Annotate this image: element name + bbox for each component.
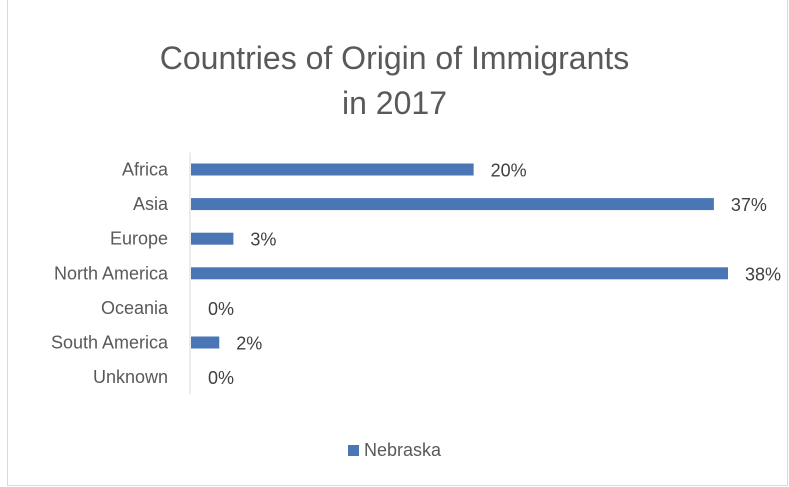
- category-label-north-america: North America: [54, 263, 169, 283]
- data-label-africa: 20%: [491, 161, 527, 181]
- legend: Nebraska: [0, 440, 789, 461]
- chart-title-line-1: Countries of Origin of Immigrants: [159, 40, 630, 76]
- data-label-europe: 3%: [250, 230, 276, 250]
- data-label-unknown: 0%: [208, 368, 234, 388]
- category-label-africa: Africa: [122, 160, 169, 180]
- bar-north-america: [191, 267, 728, 280]
- legend-label-nebraska: Nebraska: [363, 440, 442, 460]
- data-label-asia: 37%: [731, 195, 767, 215]
- bar-asia: [191, 198, 714, 211]
- category-label-europe: Europe: [110, 229, 168, 249]
- bar-africa: [191, 163, 474, 176]
- chart-frame: [7, 0, 788, 486]
- chart-title-line-2: in 2017: [342, 85, 447, 121]
- data-label-south-america: 2%: [236, 334, 262, 354]
- data-label-oceania: 0%: [208, 299, 234, 319]
- category-label-oceania: Oceania: [101, 298, 169, 318]
- category-label-unknown: Unknown: [93, 367, 168, 387]
- category-label-asia: Asia: [133, 194, 169, 214]
- chart-title: Countries of Origin of Immigrants in 201…: [0, 36, 789, 126]
- bar-europe: [191, 232, 234, 245]
- category-label-south-america: South America: [51, 333, 169, 353]
- bar-south-america: [191, 336, 220, 349]
- data-label-north-america: 38%: [745, 264, 781, 284]
- legend-swatch-nebraska: [347, 445, 359, 456]
